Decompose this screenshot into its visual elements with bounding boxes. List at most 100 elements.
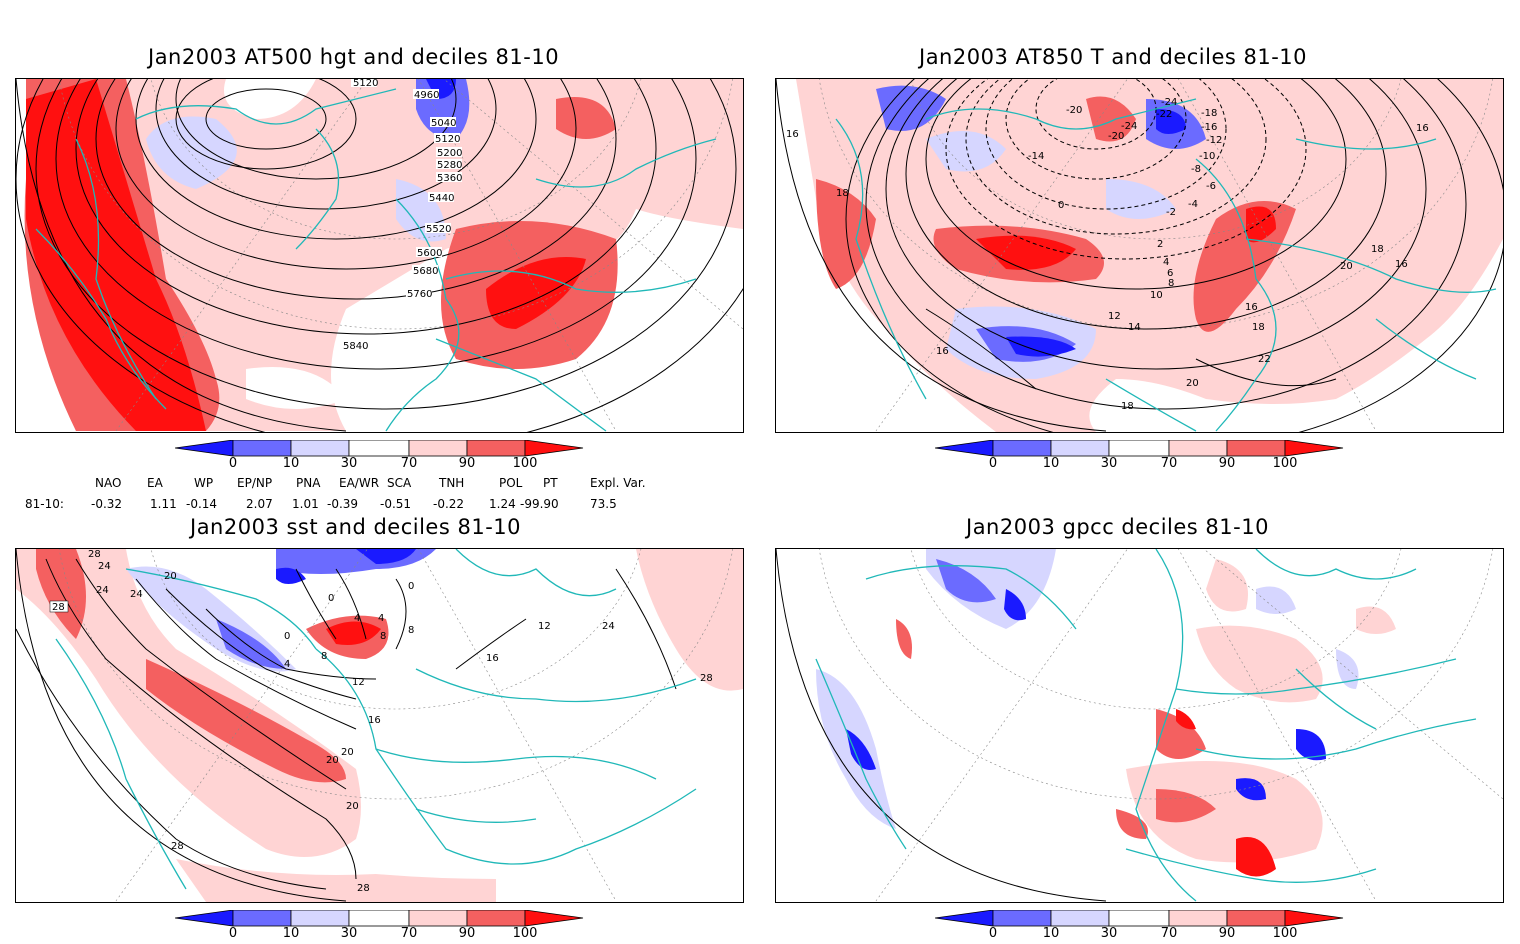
colorbar-segment xyxy=(348,909,410,927)
index-header-epnp: EP/NP xyxy=(237,476,273,490)
contour-label: 18 xyxy=(1252,322,1265,333)
contour-label: 5840 xyxy=(343,341,368,352)
contour-label: 16 xyxy=(786,129,799,140)
contour-label: 5680 xyxy=(413,266,438,277)
colorbar-tick-label: 10 xyxy=(1042,456,1060,471)
contour-labels-hgt500: 5120 4960 5040 5120 5200 5280 5360 5440 … xyxy=(342,79,462,352)
index-value-explvar: 73.5 xyxy=(590,497,617,511)
index-header-eawr: EA/WR xyxy=(339,476,380,490)
contour-label: 16 xyxy=(1416,123,1429,134)
index-value-sca: -0.51 xyxy=(380,497,412,511)
contour-label: -18 xyxy=(1201,108,1217,119)
contour-label: 12 xyxy=(352,677,365,688)
contour-label: 0 xyxy=(328,593,334,604)
map-panel-gpcc xyxy=(775,548,1504,903)
contour-label: 16 xyxy=(1395,259,1408,270)
panel-title-gpcc: Jan2003 gpcc deciles 81-10 xyxy=(966,515,1269,539)
colorbar-tick-label: 90 xyxy=(1218,926,1236,941)
contour-label: 5440 xyxy=(429,193,454,204)
contour-label: 5120 xyxy=(435,134,460,145)
contour-label: -8 xyxy=(1191,164,1201,175)
colorbar-tick-label: 90 xyxy=(1218,456,1236,471)
colorbar-segment xyxy=(1050,909,1110,927)
contour-label: -6 xyxy=(1206,181,1216,192)
contour-label: 14 xyxy=(1128,322,1141,333)
colorbar-tick-label: 0 xyxy=(988,456,998,471)
colorbar-segment xyxy=(290,909,350,927)
colorbar-segment xyxy=(1284,439,1344,457)
colorbar-tick-label: 0 xyxy=(228,456,238,471)
colorbar-tick-label: 70 xyxy=(1160,456,1178,471)
map-hgt500: 5120 4960 5040 5120 5200 5280 5360 5440 … xyxy=(16,79,743,432)
index-header-explvar: Expl. Var. xyxy=(590,476,646,490)
panel-title-hgt500: Jan2003 AT500 hgt and deciles 81-10 xyxy=(148,45,560,69)
contour-label: -22 xyxy=(1156,109,1172,120)
colorbar-tick-label: 100 xyxy=(512,456,538,471)
colorbar-segment xyxy=(408,439,468,457)
contour-label: -20 xyxy=(1066,105,1082,116)
contour-labels-t850: -20 -24 -22 -24 -18 -16 -20 -12 -14 -10 … xyxy=(786,97,1429,412)
colorbar-tick-label: 30 xyxy=(1100,926,1118,941)
colorbar: 0 10 30 70 90 100 xyxy=(174,439,587,474)
colorbar-tick-label: 10 xyxy=(282,926,300,941)
contour-label: 4 xyxy=(284,659,290,670)
contour-label: -4 xyxy=(1188,199,1198,210)
colorbar-segment xyxy=(408,909,468,927)
map-panel-sst: 28 28 24 24 20 0 4 8 0 4 8 0 4 8 12 16 2… xyxy=(15,548,744,903)
contour-label: 16 xyxy=(368,715,381,726)
colorbar-segment xyxy=(524,909,584,927)
colorbar-segment xyxy=(232,439,292,457)
contour-label: 8 xyxy=(321,651,327,662)
colorbar-segment xyxy=(466,909,526,927)
colorbar-tick-label: 70 xyxy=(1160,926,1178,941)
contour-label: 20 xyxy=(346,801,359,812)
contour-label: -20 xyxy=(1108,131,1124,142)
colorbar-segment xyxy=(1284,909,1344,927)
contour-label: -10 xyxy=(1199,151,1215,162)
colorbar-tick-label: 30 xyxy=(1100,456,1118,471)
contour-label: 2 xyxy=(1157,239,1163,250)
index-value-pt: -99.90 xyxy=(520,497,559,511)
index-value-pol: 1.24 xyxy=(489,497,516,511)
colorbar-segment xyxy=(524,439,584,457)
contour-label: 28 xyxy=(700,673,713,684)
colorbar-segment xyxy=(232,909,292,927)
panel-title-t850: Jan2003 AT850 T and deciles 81-10 xyxy=(919,45,1308,69)
contour-label: 0 xyxy=(1058,200,1064,211)
colorbar-tick-label: 0 xyxy=(988,926,998,941)
contour-label: 4960 xyxy=(414,90,439,101)
contour-label: 24 xyxy=(98,561,111,572)
contour-label: 20 xyxy=(164,571,177,582)
colorbar-swatches xyxy=(934,439,1344,457)
contour-label: 22 xyxy=(1258,354,1271,365)
map-panel-hgt500: 5120 4960 5040 5120 5200 5280 5360 5440 … xyxy=(15,78,744,433)
contour-label: -16 xyxy=(1201,122,1217,133)
colorbar-swatches xyxy=(174,439,584,457)
colorbar-segment xyxy=(1108,909,1170,927)
contour-label: 4 xyxy=(378,613,384,624)
contour-label: 28 xyxy=(52,602,65,613)
colorbar-segment xyxy=(934,909,994,927)
colorbar-segment xyxy=(992,909,1052,927)
contour-label: 4 xyxy=(354,613,360,624)
colorbar-tick-label: 90 xyxy=(458,456,476,471)
contour-label: -24 xyxy=(1121,121,1137,132)
contour-label: 16 xyxy=(1245,302,1258,313)
index-value-eawr: -0.39 xyxy=(327,497,359,511)
colorbar-swatches xyxy=(174,909,584,927)
colorbar-segment xyxy=(174,439,234,457)
colorbar-segment xyxy=(174,909,234,927)
contour-label: 5760 xyxy=(407,289,432,300)
contour-label: 16 xyxy=(936,346,949,357)
contour-label: 6 xyxy=(1167,268,1173,279)
index-header-sca: SCA xyxy=(387,476,412,490)
map-sst: 28 28 24 24 20 0 4 8 0 4 8 0 4 8 12 16 2… xyxy=(16,549,743,902)
contour-label: -12 xyxy=(1206,135,1222,146)
contour-label: 24 xyxy=(130,589,143,600)
colorbar-segment xyxy=(1108,439,1170,457)
index-header-pt: PT xyxy=(543,476,558,490)
contour-label: 12 xyxy=(1108,311,1121,322)
colorbar: 0 10 30 70 90 100 xyxy=(174,909,587,944)
contour-label: 5040 xyxy=(431,118,456,129)
contour-label: 16 xyxy=(486,653,499,664)
